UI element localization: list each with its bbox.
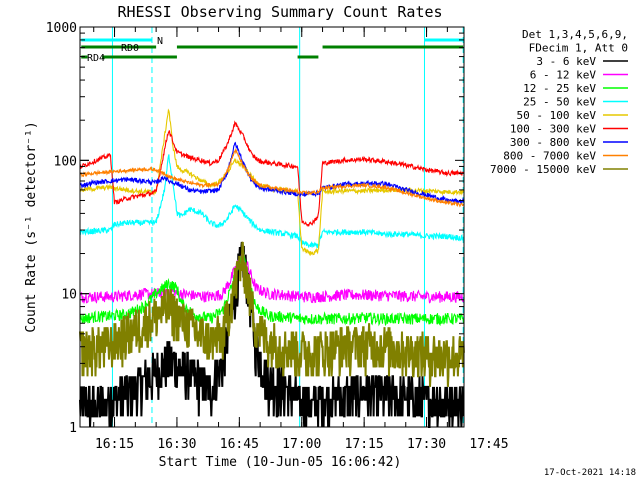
series-line-9 xyxy=(79,241,465,387)
flag-label-rd4: RD4 xyxy=(87,53,105,64)
legend: Det 1,3,4,5,6,9,FDecim 1, Att 03 - 6 keV… xyxy=(490,28,628,176)
x-tick-label-2: 16:45 xyxy=(220,437,259,452)
legend-header-line-2: FDecim 1, Att 0 xyxy=(529,42,628,55)
series-line-8 xyxy=(79,148,464,208)
series-line-4 xyxy=(79,154,465,249)
y-tick-label-3: 1000 xyxy=(46,21,77,36)
plot-frame xyxy=(79,26,465,428)
x-tick-label-3: 17:00 xyxy=(282,437,321,452)
legend-label-3: 12 - 25 keV xyxy=(523,82,596,95)
x-tick-label-4: 17:15 xyxy=(345,437,384,452)
series-line-1 xyxy=(79,241,465,428)
flag-label-rd0: RD0 xyxy=(121,43,139,54)
y-tick-label-1: 10 xyxy=(61,288,77,303)
series-line-2 xyxy=(79,252,465,305)
legend-label-4: 25 - 50 keV xyxy=(523,96,596,109)
series-line-6 xyxy=(79,120,465,227)
series-line-3 xyxy=(79,252,465,327)
y-tick-label-0: 1 xyxy=(69,421,77,436)
legend-label-1: 3 - 6 keV xyxy=(536,55,596,68)
x-tick-label-6: 17:45 xyxy=(469,437,508,452)
legend-label-2: 6 - 12 keV xyxy=(530,69,597,82)
plot-area: N RD0 RD4 xyxy=(79,27,465,428)
chart-title: RHESSI Observing Summary Count Rates xyxy=(117,3,442,21)
legend-label-6: 100 - 300 keV xyxy=(510,123,596,136)
x-tick-label-1: 16:30 xyxy=(157,437,196,452)
y-tick-label-2: 100 xyxy=(54,154,77,169)
legend-label-5: 50 - 100 keV xyxy=(517,109,597,122)
x-axis-label: Start Time (10-Jun-05 16:06:42) xyxy=(159,455,402,470)
flag-label-n: N xyxy=(157,36,163,47)
y-axis-label: Count Rate (s⁻¹ detector⁻¹) xyxy=(24,121,39,332)
footer-timestamp: 17-Oct-2021 14:18 xyxy=(544,468,636,478)
legend-label-8: 800 - 7000 keV xyxy=(503,150,596,163)
legend-label-9: 7000 - 15000 keV xyxy=(490,163,596,176)
x-tick-label-5: 17:30 xyxy=(407,437,446,452)
x-tick-label-0: 16:15 xyxy=(95,437,134,452)
axes: 1 10 100 1000 16:15 16:30 16:45 17:00 17:15 17:30… xyxy=(46,21,509,452)
legend-label-7: 300 - 800 keV xyxy=(510,136,596,149)
legend-header-line-1: Det 1,3,4,5,6,9, xyxy=(522,28,628,41)
